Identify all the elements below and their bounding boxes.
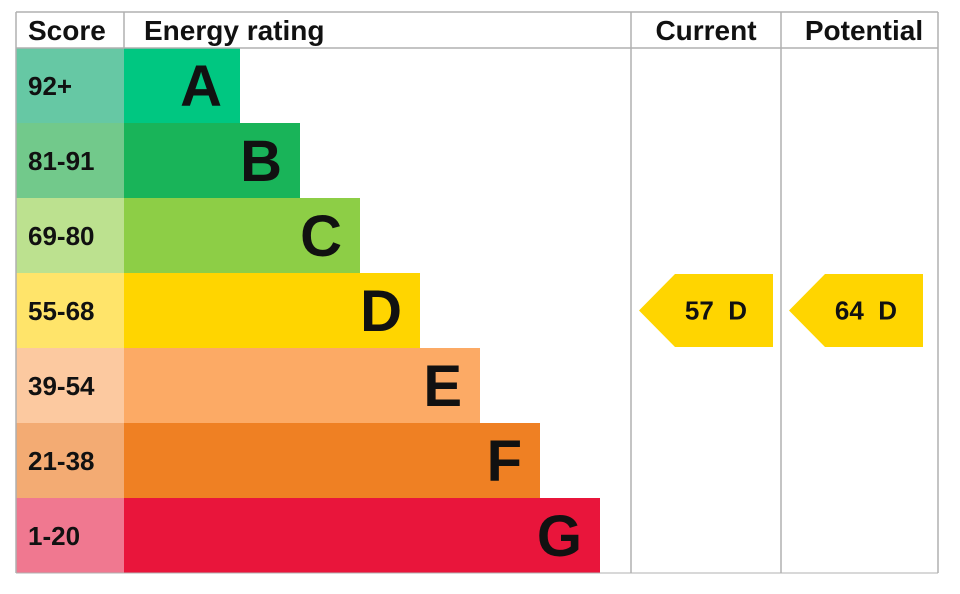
- score-range-F: 21-38: [28, 446, 95, 476]
- band-bar-C: [124, 198, 360, 273]
- band-bar-D: [124, 273, 420, 348]
- band-letter-B: B: [240, 129, 282, 194]
- potential-rating-arrow: [789, 274, 923, 347]
- header-potential: Potential: [805, 15, 923, 46]
- band-letter-A: A: [180, 54, 222, 119]
- score-cell-D: [16, 273, 124, 348]
- band-letter-D: D: [360, 279, 402, 344]
- band-bar-B: [124, 123, 300, 198]
- header-energy-rating: Energy rating: [144, 15, 324, 46]
- header-current: Current: [655, 15, 756, 46]
- band-letter-F: F: [487, 429, 522, 494]
- band-bar-G: [124, 498, 600, 573]
- band-letter-G: G: [537, 504, 582, 569]
- score-range-C: 69-80: [28, 221, 95, 251]
- score-cell-B: [16, 123, 124, 198]
- band-letter-C: C: [300, 204, 342, 269]
- band-bar-A: [124, 48, 240, 123]
- band-bar-E: [124, 348, 480, 423]
- score-range-B: 81-91: [28, 146, 95, 176]
- score-range-G: 1-20: [28, 521, 80, 551]
- score-range-D: 55-68: [28, 296, 95, 326]
- score-cell-G: [16, 498, 124, 573]
- potential-rating-label: 64 D: [835, 296, 897, 326]
- score-range-E: 39-54: [28, 371, 95, 401]
- header-score: Score: [28, 15, 106, 46]
- current-rating-label: 57 D: [685, 296, 747, 326]
- score-cell-F: [16, 423, 124, 498]
- current-rating-arrow: [639, 274, 773, 347]
- score-cell-C: [16, 198, 124, 273]
- score-cell-E: [16, 348, 124, 423]
- score-cell-A: [16, 48, 124, 123]
- band-bar-F: [124, 423, 540, 498]
- band-letter-E: E: [423, 354, 462, 419]
- score-range-A: 92+: [28, 71, 72, 101]
